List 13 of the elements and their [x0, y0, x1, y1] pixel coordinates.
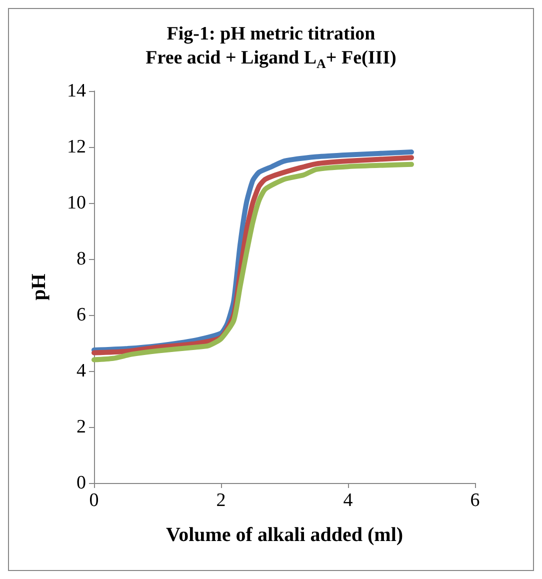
x-tick-label: 6	[470, 490, 480, 511]
y-tick-label: 6	[76, 304, 86, 326]
y-tick-label: 12	[67, 136, 86, 158]
y-tick-label: 10	[67, 192, 86, 214]
y-tick-label: 14	[67, 80, 86, 102]
x-axis-title: Volume of alkali added (ml)	[166, 524, 404, 546]
y-tick-label: 4	[76, 360, 86, 382]
y-tick-label: 2	[76, 416, 86, 438]
y-axis-title: pH	[28, 273, 50, 300]
y-tick-label: 0	[76, 472, 86, 494]
x-tick-label: 2	[216, 490, 226, 511]
x-tick-label: 4	[343, 490, 354, 511]
y-tick-label: 8	[76, 248, 86, 270]
